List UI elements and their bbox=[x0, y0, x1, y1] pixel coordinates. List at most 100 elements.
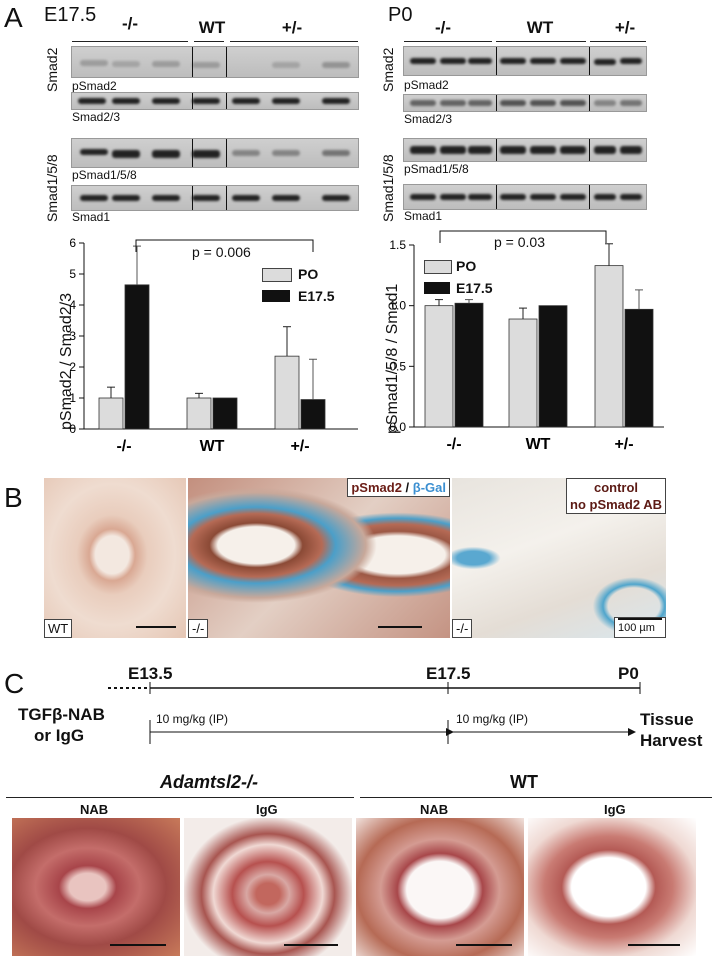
side-label-smad158: Smad1/5/8 bbox=[44, 154, 60, 222]
blot-label: Smad1 bbox=[72, 210, 111, 224]
micrograph-ko-nab bbox=[12, 818, 180, 956]
blot-label: pSmad1/5/8 bbox=[404, 162, 469, 176]
bar-e175-1 bbox=[212, 397, 238, 430]
x-tick-label: WT bbox=[200, 438, 225, 455]
x-tick-label: +/- bbox=[614, 436, 633, 453]
group-label-het: +/- bbox=[614, 18, 636, 37]
y-tick-label: 1 bbox=[69, 391, 76, 405]
scale-bar bbox=[136, 626, 176, 628]
timepoint-e175: E17.5 bbox=[426, 664, 471, 683]
blot-psmad2-left bbox=[71, 46, 359, 78]
y-tick-label: 3 bbox=[69, 329, 76, 343]
timepoint-e135: E13.5 bbox=[128, 664, 173, 683]
blot-label: pSmad2 bbox=[72, 79, 117, 93]
micrograph-ko-igg bbox=[184, 818, 352, 956]
significance-bracket bbox=[439, 230, 607, 243]
blot-label: Smad1 bbox=[404, 209, 443, 223]
scale-bar bbox=[456, 944, 512, 946]
group-line bbox=[404, 41, 492, 42]
scale-bar bbox=[618, 618, 662, 620]
legend-label-e175: E17.5 bbox=[456, 280, 493, 296]
stain-label-separator: / bbox=[401, 480, 413, 495]
legend-swatch-e175 bbox=[262, 290, 290, 302]
micrograph-knockout-stained: pSmad2 / β-Gal -/- bbox=[188, 478, 450, 638]
timepoint-p0: P0 bbox=[618, 664, 639, 683]
bar-e175-0 bbox=[454, 302, 484, 428]
bar-e175-2 bbox=[300, 399, 326, 430]
treatment-label-line2: or IgG bbox=[34, 726, 85, 745]
group-line bbox=[72, 41, 188, 42]
scale-bar bbox=[110, 944, 166, 946]
blot-label: Smad2/3 bbox=[404, 112, 453, 126]
group-line bbox=[496, 41, 586, 42]
image-label-ko: -/- bbox=[188, 619, 209, 638]
group-label-wt: WT bbox=[526, 18, 554, 37]
side-label-smad2: Smad2 bbox=[44, 47, 60, 92]
chart-left: 0 1 2 3 4 5 6 -/- WT +/- bbox=[69, 236, 358, 455]
stain-label-psmad2: pSmad2 bbox=[351, 480, 402, 495]
bar-e175-0 bbox=[124, 284, 150, 430]
y-tick-label: 6 bbox=[69, 236, 76, 250]
y-tick-label: 1.0 bbox=[389, 299, 406, 313]
condition-label-igg: IgG bbox=[604, 802, 626, 817]
control-label: control no pSmad2 AB bbox=[566, 478, 666, 514]
y-tick-label: 0.0 bbox=[389, 420, 406, 434]
p-value-right: p = 0.03 bbox=[494, 234, 545, 250]
micrograph-wt-igg bbox=[528, 818, 696, 956]
blot-label: Smad2/3 bbox=[72, 110, 121, 124]
side-label-smad158: Smad1/5/8 bbox=[380, 154, 396, 222]
x-tick-label: WT bbox=[526, 436, 551, 453]
chart-right: 0.0 0.5 1.0 1.5 -/- WT +/- bbox=[389, 230, 664, 453]
micrograph-knockout-control: control no pSmad2 AB -/- 100 µm bbox=[452, 478, 666, 638]
stain-legend: pSmad2 / β-Gal bbox=[347, 478, 450, 497]
x-tick-label: -/- bbox=[446, 436, 461, 453]
group-line bbox=[590, 41, 646, 42]
y-tick-label: 0.5 bbox=[389, 359, 406, 373]
legend-swatch-e175 bbox=[424, 282, 450, 294]
panel-letter-b: B bbox=[4, 482, 23, 513]
condition-label-nab: NAB bbox=[420, 802, 449, 817]
legend-label-po: PO bbox=[298, 266, 319, 282]
bar-po-1 bbox=[508, 318, 538, 428]
panel-letter-c: C bbox=[4, 668, 25, 699]
panel-letter-a: A bbox=[4, 2, 23, 33]
x-tick-label: +/- bbox=[290, 438, 309, 455]
legend-swatch-po bbox=[424, 260, 452, 274]
y-axis-label-left: pSmad2 / Smad2/3 bbox=[58, 293, 75, 430]
genotype-label-wt: WT bbox=[510, 772, 538, 792]
group-line bbox=[194, 41, 224, 42]
stage-title-p0: P0 bbox=[388, 4, 413, 26]
y-axis-label-right: pSmad1/5/8 / Smad1 bbox=[384, 283, 401, 434]
bar-charts: 0 1 2 3 4 5 6 -/- WT +/- 0.0 0.5 1.0 1.5 -/- WT +/- bbox=[69, 230, 664, 455]
timeline bbox=[108, 682, 641, 744]
image-label-wt: WT bbox=[44, 619, 73, 638]
blot-psmad158-right bbox=[403, 138, 647, 162]
blot-psmad2-right bbox=[403, 46, 647, 76]
bar-po-0 bbox=[98, 397, 124, 430]
treatment-label-line1: TGFβ-NAB bbox=[18, 705, 105, 724]
significance-bracket bbox=[135, 239, 314, 252]
y-tick-label: 1.5 bbox=[389, 238, 406, 252]
scale-bar bbox=[628, 944, 680, 946]
blot-smad1-left bbox=[71, 185, 359, 211]
blot-smad23-right bbox=[403, 94, 647, 112]
control-label-line1: control bbox=[593, 480, 639, 495]
y-tick-label: 0 bbox=[69, 422, 76, 436]
condition-label-igg: IgG bbox=[256, 802, 278, 817]
group-label-ko: -/- bbox=[434, 18, 452, 37]
legend-swatch-po bbox=[262, 268, 292, 282]
blot-label: pSmad1/5/8 bbox=[72, 168, 137, 182]
blot-psmad158-left bbox=[71, 138, 359, 168]
dose-label: 10 mg/kg (IP) bbox=[156, 712, 229, 726]
blot-label: pSmad2 bbox=[404, 78, 449, 92]
x-tick-label: -/- bbox=[116, 438, 131, 455]
group-label-het: +/- bbox=[281, 18, 303, 37]
y-tick-label: 4 bbox=[69, 298, 76, 312]
bar-po-1 bbox=[186, 397, 212, 430]
harvest-label-line2: Harvest bbox=[640, 731, 703, 750]
legend-label-e175: E17.5 bbox=[298, 288, 335, 304]
p-value-left: p = 0.006 bbox=[192, 244, 251, 260]
genotype-line bbox=[360, 797, 712, 798]
bar-po-2 bbox=[274, 355, 300, 430]
micrograph-wt-nab bbox=[356, 818, 524, 956]
